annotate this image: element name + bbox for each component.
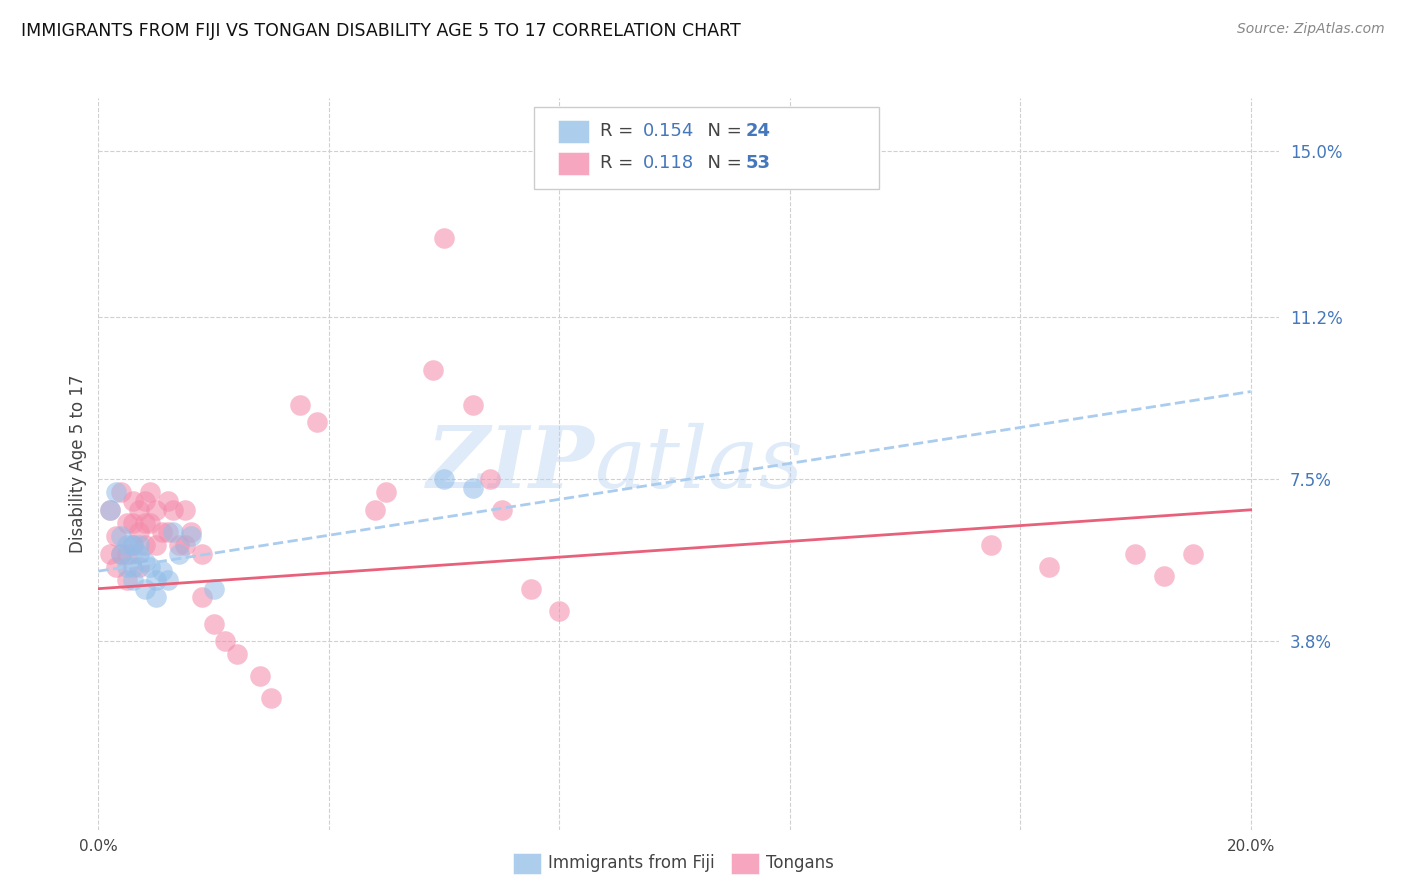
Text: Immigrants from Fiji: Immigrants from Fiji xyxy=(548,855,716,872)
Point xyxy=(375,485,398,500)
Point xyxy=(180,524,202,539)
Point xyxy=(167,547,190,561)
Text: IMMIGRANTS FROM FIJI VS TONGAN DISABILITY AGE 5 TO 17 CORRELATION CHART: IMMIGRANTS FROM FIJI VS TONGAN DISABILIT… xyxy=(21,22,741,40)
Point xyxy=(225,648,247,662)
Point xyxy=(1125,547,1147,561)
Point xyxy=(115,516,138,530)
Point xyxy=(145,538,167,552)
Point xyxy=(110,547,132,561)
Point xyxy=(110,547,132,561)
Point xyxy=(167,538,190,552)
Point xyxy=(110,529,132,543)
Point xyxy=(115,547,138,561)
Text: 0.154: 0.154 xyxy=(643,122,695,140)
Point xyxy=(139,559,162,574)
Point xyxy=(433,231,456,245)
Point xyxy=(139,516,162,530)
Point xyxy=(134,494,156,508)
Text: 24: 24 xyxy=(745,122,770,140)
Point xyxy=(134,582,156,596)
Point xyxy=(519,582,541,596)
Point xyxy=(134,538,156,552)
Point xyxy=(104,485,127,500)
Text: 0.118: 0.118 xyxy=(643,154,693,172)
Point xyxy=(139,485,162,500)
Text: Source: ZipAtlas.com: Source: ZipAtlas.com xyxy=(1237,22,1385,37)
Point xyxy=(307,415,329,429)
Point xyxy=(128,524,150,539)
Point xyxy=(115,573,138,587)
Point xyxy=(128,503,150,517)
Point xyxy=(202,582,225,596)
Point xyxy=(134,555,156,569)
Point xyxy=(1182,547,1205,561)
Point xyxy=(104,559,127,574)
Point xyxy=(260,691,283,706)
Point xyxy=(202,616,225,631)
Point xyxy=(150,564,173,578)
Point xyxy=(180,529,202,543)
Text: N =: N = xyxy=(696,154,748,172)
Text: N =: N = xyxy=(696,122,748,140)
Point xyxy=(145,503,167,517)
Point xyxy=(122,573,145,587)
Point xyxy=(122,494,145,508)
Point xyxy=(433,472,456,486)
Point xyxy=(128,547,150,561)
Point xyxy=(1153,568,1175,582)
Text: R =: R = xyxy=(600,154,640,172)
Point xyxy=(249,669,271,683)
Point xyxy=(491,503,513,517)
Point xyxy=(134,516,156,530)
Text: Tongans: Tongans xyxy=(766,855,834,872)
Point xyxy=(122,516,145,530)
Point xyxy=(150,524,173,539)
Point xyxy=(156,494,179,508)
Point xyxy=(122,538,145,552)
Point xyxy=(128,538,150,552)
Point xyxy=(115,538,138,552)
Point xyxy=(288,398,311,412)
Point xyxy=(156,524,179,539)
Point xyxy=(145,573,167,587)
Point xyxy=(98,547,121,561)
Point xyxy=(110,485,132,500)
Y-axis label: Disability Age 5 to 17: Disability Age 5 to 17 xyxy=(69,375,87,553)
Point xyxy=(479,472,502,486)
Point xyxy=(98,503,121,517)
Point xyxy=(191,591,214,605)
Point xyxy=(364,503,387,517)
Text: atlas: atlas xyxy=(595,423,804,505)
Point xyxy=(422,362,444,376)
Point xyxy=(122,538,145,552)
Point xyxy=(162,503,184,517)
Point xyxy=(461,398,484,412)
Point xyxy=(145,591,167,605)
Point xyxy=(122,559,145,574)
Point xyxy=(191,547,214,561)
Point xyxy=(1038,559,1060,574)
Point xyxy=(980,538,1002,552)
Point xyxy=(548,603,571,617)
Point xyxy=(104,529,127,543)
Text: 53: 53 xyxy=(745,154,770,172)
Point xyxy=(214,634,236,648)
Text: R =: R = xyxy=(600,122,640,140)
Point xyxy=(98,503,121,517)
Point xyxy=(156,573,179,587)
Point xyxy=(461,481,484,495)
Point xyxy=(173,503,195,517)
Text: ZIP: ZIP xyxy=(426,422,595,506)
Point xyxy=(173,538,195,552)
Point xyxy=(115,559,138,574)
Point xyxy=(128,559,150,574)
Point xyxy=(162,524,184,539)
